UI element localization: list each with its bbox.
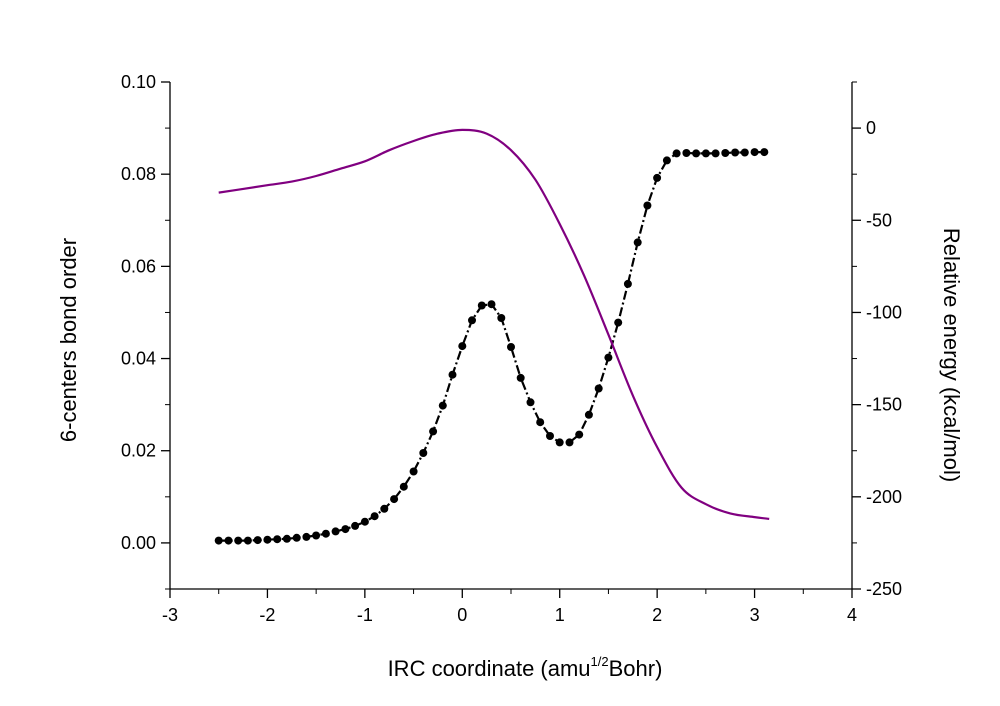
bond-order-point [282,534,291,543]
bond-order-point [565,438,574,447]
bond-order-point [701,149,710,158]
y-right-tick-label: -200 [866,487,902,507]
bond-order-point [380,504,389,513]
bond-order-point [721,149,730,157]
x-axis-title-superscript: 1/2 [591,654,609,669]
bond-order-point [731,148,740,157]
bond-order-point [234,536,243,545]
bond-order-point [526,398,535,407]
bond-order-point [672,149,681,158]
bond-order-point [370,512,379,521]
x-axis: -3 -2 -1 0 1 2 3 4 [162,589,857,625]
bond-order-point [429,427,438,436]
bond-order-point [360,517,369,526]
bond-order-point [243,536,252,545]
bond-order-point [614,318,623,327]
bond-order-point [312,531,321,540]
x-tick-label: 2 [652,605,662,625]
y-right-axis-title: Relative energy (kcal/mol) [939,228,964,482]
bond-order-point [604,353,613,362]
x-tick-label: 4 [847,605,857,625]
bond-order-point [711,149,720,158]
bond-order-point [263,535,272,544]
bond-order-point [536,418,545,427]
bond-order-point [448,370,457,379]
bond-order-point [633,238,642,247]
x-tick-label: 0 [457,605,467,625]
x-tick-label: -1 [357,605,373,625]
bond-order-point [750,148,759,157]
x-tick-label: -3 [162,605,178,625]
y-right-tick-label: -50 [866,210,892,230]
bond-order-point [458,342,467,351]
x-axis-title-suffix: Bohr) [609,656,663,681]
bond-order-point [497,314,506,322]
x-tick-label: 1 [555,605,565,625]
bond-order-point [214,536,223,545]
bond-order-point [740,148,749,157]
bond-order-point [692,149,701,158]
plot-frame [169,82,853,590]
bond-order-point [438,401,447,410]
y-left-axis-title: 6-centers bond order [56,238,81,442]
bond-order-point [555,438,564,447]
series-layer [214,128,770,545]
y-left-tick-label: 0.04 [121,349,156,369]
bond-order-point [623,279,632,288]
bond-order-point [468,316,476,325]
bond-order-point [390,495,399,504]
y-right-tick-label: -250 [866,579,902,599]
bond-order-point [760,148,769,157]
y-right-tick-label: -150 [866,395,902,415]
bond-order-point [399,482,408,491]
y-left-tick-label: 0.02 [121,441,156,461]
bond-order-point [516,373,525,382]
bond-order-point [643,201,652,210]
bond-order-point [584,410,593,419]
x-axis-title-text: IRC coordinate (amu [388,656,591,681]
bond-order-point [682,149,691,157]
bond-order-point [662,156,671,165]
bond-order-point [546,432,554,440]
x-tick-label: -2 [259,605,275,625]
bond-order-point [224,536,233,545]
bond-order-point [331,527,340,536]
bond-order-point [351,521,360,530]
bond-order-point [302,532,311,541]
bond-order-point [273,535,282,544]
bond-order-point [321,529,330,538]
bond-order-point [292,533,301,542]
y-left-tick-label: 0.06 [121,256,156,276]
y-right-tick-label: 0 [866,118,876,138]
y-right-tick-label: -100 [866,302,902,322]
bond-order-point [253,536,262,545]
bond-order-point [341,525,350,534]
bond-order-point [594,384,603,393]
y-right-axis: 0 -50 -100 -150 -200 -250 [852,81,902,599]
bond-order-series-line [218,151,765,542]
bond-order-point [409,467,418,476]
x-axis-title: IRC coordinate (amu1/2Bohr) [388,654,663,681]
bond-order-point [653,173,662,182]
bond-order-point [487,300,496,309]
bond-order-point [477,301,486,310]
y-left-tick-label: 0.08 [121,164,156,184]
bond-order-point [419,449,428,457]
y-left-tick-label: 0.10 [121,72,156,92]
bond-order-point [507,343,515,351]
y-left-axis: 0.00 0.02 0.04 0.06 0.08 0.10 [121,72,170,590]
y-left-tick-label: 0.00 [121,533,156,553]
x-tick-label: 3 [750,605,760,625]
energy-series-line [218,128,770,520]
bond-order-point [575,430,584,439]
